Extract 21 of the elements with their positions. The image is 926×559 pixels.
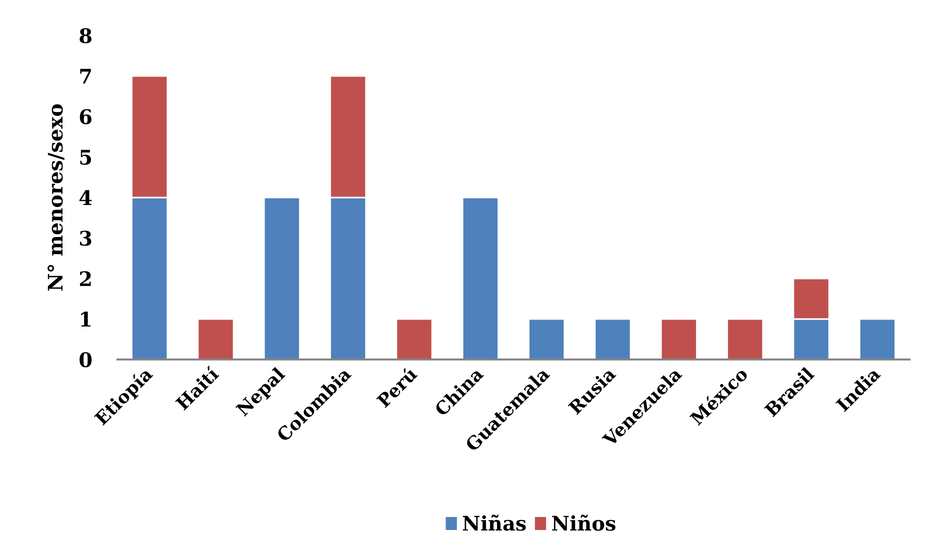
y-tick-label: 0 (78, 348, 93, 372)
y-tick-label: 1 (78, 308, 93, 332)
y-tick-label: 8 (78, 24, 93, 48)
y-tick-label: 2 (78, 267, 93, 291)
bar (660, 318, 698, 360)
y-tick-label: 5 (78, 146, 93, 170)
legend-label: Niños (551, 512, 616, 536)
y-tick-label: 4 (78, 186, 93, 210)
y-axis-title: N° menores/sexo (44, 103, 68, 292)
bar (462, 196, 500, 360)
bar (197, 318, 234, 360)
bar (396, 318, 433, 360)
bar (858, 318, 896, 360)
y-tick-label: 3 (78, 226, 93, 250)
bar (594, 318, 632, 360)
y-tick-label: 7 (78, 64, 93, 88)
bar (528, 318, 566, 360)
legend-label: Niñas (462, 512, 527, 536)
bar (726, 318, 764, 360)
bar (263, 196, 301, 360)
y-tick-label: 6 (78, 105, 93, 129)
